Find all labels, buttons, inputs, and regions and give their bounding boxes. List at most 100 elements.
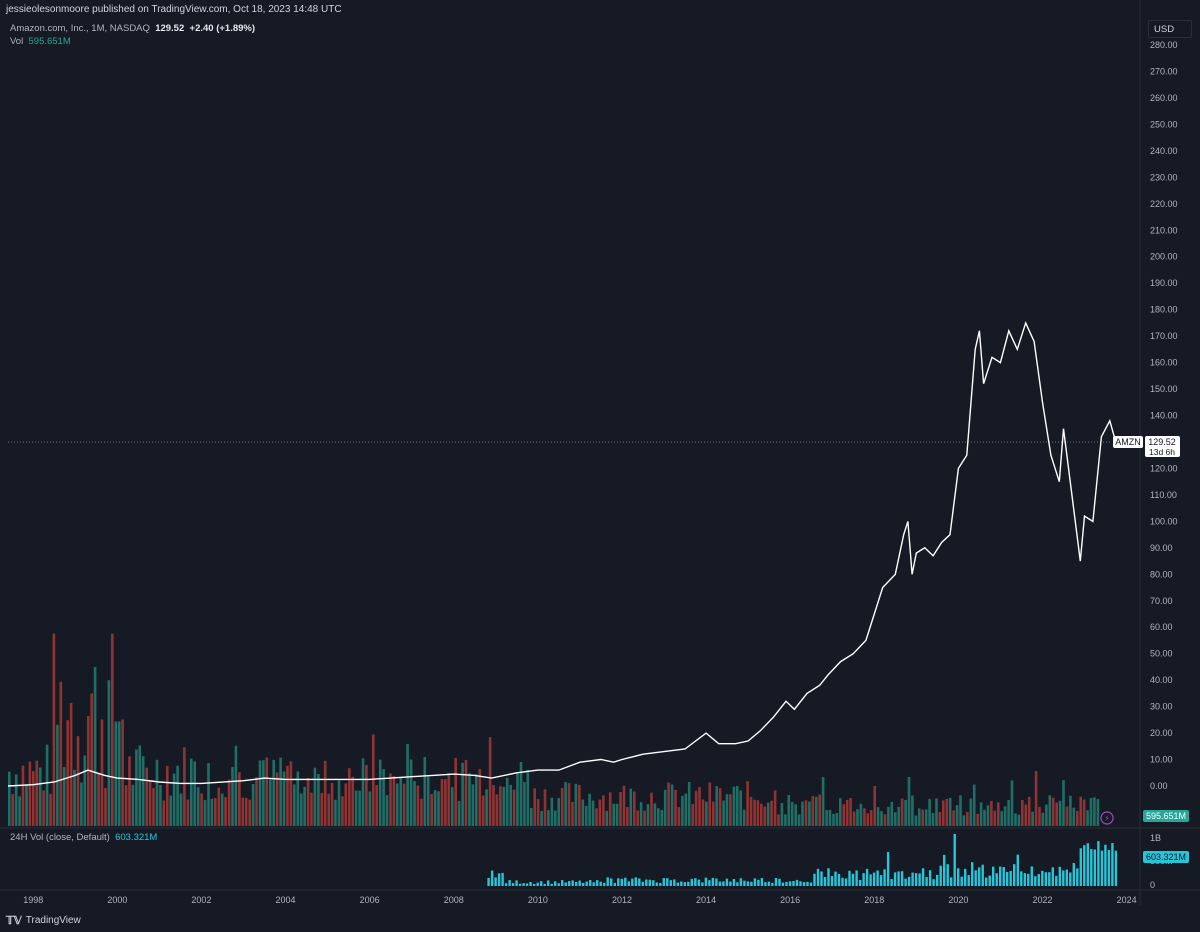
volume-bar xyxy=(990,801,993,826)
volume-bar xyxy=(1051,797,1055,826)
volume-bar xyxy=(272,759,275,826)
volume-bar xyxy=(976,813,979,826)
sub-volume-bar xyxy=(673,879,676,886)
volume-bar xyxy=(399,777,403,826)
sub-volume-bar xyxy=(932,879,935,886)
sub-volume-bar xyxy=(652,880,655,886)
sub-volume-bar xyxy=(988,875,991,886)
volume-bar xyxy=(234,745,238,826)
volume-bar xyxy=(646,804,650,826)
volume-bar xyxy=(286,765,289,826)
sub-volume-bar xyxy=(841,877,844,886)
volume-bar xyxy=(790,802,794,826)
volume-bar xyxy=(804,800,808,826)
volume-bar xyxy=(196,787,200,826)
sub-volume-bar xyxy=(918,873,921,886)
price-tag-countdown: 13d 6h xyxy=(1149,447,1175,457)
sub-volume-bar xyxy=(869,874,872,886)
time-axis[interactable]: 1998 2000 2002 2004 2006 2008 2010 2012 2014 2016… xyxy=(23,895,1136,905)
volume-bar xyxy=(80,782,83,826)
volume-bar xyxy=(1093,797,1096,826)
y-tick-label: 150.00 xyxy=(1150,384,1178,394)
volume-bar xyxy=(578,785,581,826)
volume-bar xyxy=(639,802,643,826)
svg-text:⚡: ⚡ xyxy=(1104,814,1110,823)
sub-volume-bar xyxy=(788,881,792,886)
volume-bar xyxy=(244,797,248,826)
price-tag-value: 129.52 xyxy=(1148,437,1176,447)
sub-volume-bar xyxy=(946,864,949,886)
volume-tag: 595.651M xyxy=(1143,810,1189,822)
volume-bar xyxy=(1027,796,1031,826)
volume-bar xyxy=(808,801,811,826)
sub-volume-bar xyxy=(936,874,939,886)
volume-bar xyxy=(698,787,701,826)
volume-bar xyxy=(602,795,605,826)
volume-bar xyxy=(540,811,543,826)
sub-volume-bar xyxy=(634,877,637,886)
volume-bar xyxy=(1086,810,1089,826)
volume-bar xyxy=(935,798,938,826)
sub-volume-legend[interactable]: 24H Vol (close, Default) 603.321M xyxy=(10,832,157,843)
volume-bar xyxy=(993,810,997,826)
volume-bar xyxy=(863,808,866,826)
x-tick-label: 2018 xyxy=(864,895,884,905)
volume-bar xyxy=(997,802,1000,826)
volume-bar xyxy=(883,814,887,826)
sub-volume-bar xyxy=(872,872,876,886)
volume-bar xyxy=(45,744,49,826)
volume-bar xyxy=(557,798,560,826)
sub-volume-bar xyxy=(631,878,634,886)
sub-volume-bar xyxy=(582,883,585,886)
y-tick-label: 160.00 xyxy=(1150,358,1178,368)
sub-volume-bar xyxy=(662,878,665,886)
volume-bar xyxy=(753,799,756,826)
volume-bar xyxy=(409,759,413,826)
currency-selector[interactable]: USD xyxy=(1148,20,1192,38)
sub-volume-bar xyxy=(645,879,648,886)
sub-volume-bar xyxy=(823,877,827,886)
sub-volume-bar xyxy=(736,882,739,886)
volume-bar xyxy=(694,790,698,826)
volume-bar xyxy=(49,793,52,826)
volume-bar xyxy=(231,767,234,826)
volume-bar xyxy=(238,772,241,826)
volume-bar xyxy=(715,786,718,826)
sub-volume-bar xyxy=(851,873,855,886)
sub-volume-bar xyxy=(809,882,813,886)
sub-volume-bar xyxy=(676,882,679,886)
volume-bar xyxy=(942,800,945,826)
sub-volume-bar xyxy=(561,880,564,886)
volume-bar xyxy=(475,774,478,826)
volume-bar xyxy=(258,760,262,826)
sub-volume-bar xyxy=(900,871,904,886)
volume-bar xyxy=(660,810,664,826)
sub-volume-bar xyxy=(820,871,823,886)
volume-bar xyxy=(190,758,193,826)
volume-bar xyxy=(128,756,131,826)
volume-bar xyxy=(1021,800,1024,826)
sub-volume-bar xyxy=(813,873,816,886)
volume-bar xyxy=(303,786,306,826)
sub-volume-bar xyxy=(950,877,953,886)
sub-volume-bar xyxy=(617,878,620,886)
x-tick-label: 2004 xyxy=(276,895,296,905)
volume-bar xyxy=(1048,795,1052,826)
sub-volume-bar xyxy=(708,880,711,886)
symbol-legend[interactable]: Amazon.com, Inc., 1M, NASDAQ 129.52 +2.4… xyxy=(10,22,255,48)
volume-bar xyxy=(430,794,433,826)
volume-bar xyxy=(835,813,839,826)
volume-bar xyxy=(1038,806,1041,826)
price-axis[interactable]: 0.00 10.00 20.00 30.00 40.00 50.00 60.00 70.00 8… xyxy=(1150,40,1178,791)
sub-volume-bar xyxy=(844,878,848,886)
volume-bar xyxy=(612,803,615,826)
lightning-icon[interactable]: ⚡ xyxy=(1100,811,1114,825)
volume-bar xyxy=(389,773,392,826)
footer-brand[interactable]: 𝕋𝕍 TradingView xyxy=(6,914,81,927)
volume-bar xyxy=(756,800,760,826)
volume-bar xyxy=(183,747,186,826)
volume-bar xyxy=(595,808,598,826)
volume-bar xyxy=(499,786,502,826)
sub-volume-tag: 603.321M xyxy=(1143,851,1189,863)
